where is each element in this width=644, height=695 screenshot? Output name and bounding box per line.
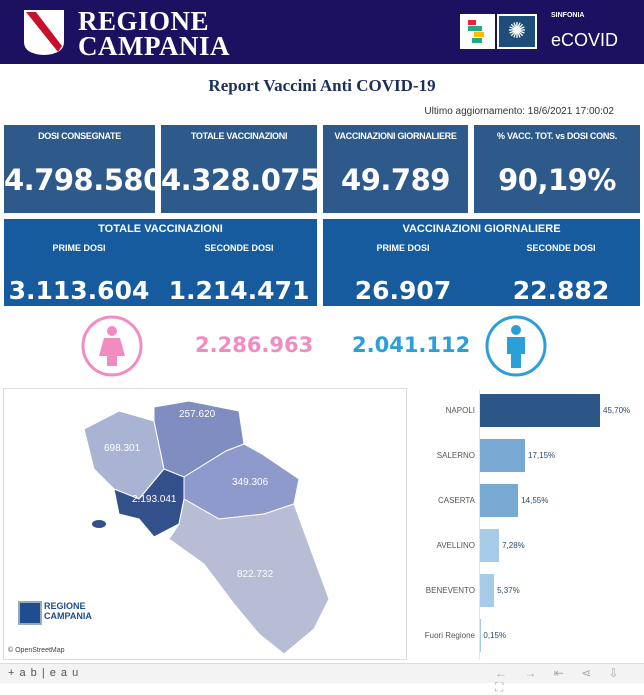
- bar-label: AVELLINO: [400, 541, 475, 550]
- female-icon: [80, 314, 144, 378]
- kpi-percentuale: % VACC. TOT. vs DOSI CONS.90,19%: [474, 125, 640, 213]
- region-crest-icon: [22, 8, 66, 56]
- bar-label: NAPOLI: [400, 406, 475, 415]
- bar-value-label: 17,15%: [528, 451, 555, 460]
- bar-label: Fuori Regione: [400, 631, 475, 640]
- map-label-napoli: 2.193.041: [132, 494, 177, 505]
- map-label-benevento: 257.620: [179, 409, 215, 420]
- toolbar-buttons: ← → ⇤ ⋖ ⇩ ⛶: [495, 666, 644, 695]
- bar-caserta[interactable]: [480, 484, 518, 517]
- map-label-salerno: 822.732: [237, 569, 273, 580]
- bar-label: BENEVENTO: [400, 586, 475, 595]
- share-button[interactable]: ⋖: [581, 666, 591, 680]
- bar-value-label: 0,15%: [483, 631, 506, 640]
- app-name: eCOVID: [551, 30, 618, 51]
- bar-benevento[interactable]: [480, 574, 494, 607]
- map-attribution[interactable]: © OpenStreetMap: [8, 647, 65, 654]
- bar-salerno[interactable]: [480, 439, 525, 472]
- redo-button[interactable]: →: [524, 666, 536, 680]
- virus-icon: ✺: [497, 14, 537, 49]
- map-label-avellino: 349.306: [232, 477, 268, 488]
- bar-avellino[interactable]: [480, 529, 499, 562]
- tableau-logo[interactable]: + a b | e a u: [8, 667, 79, 679]
- fullscreen-button[interactable]: ⛶: [495, 680, 503, 694]
- bar-value-label: 45,70%: [603, 406, 630, 415]
- app-small-label: SINFONIA: [551, 12, 584, 19]
- bar-value-label: 14,55%: [521, 496, 548, 505]
- bar-value-label: 5,37%: [497, 586, 520, 595]
- male-count: 2.041.112: [352, 333, 470, 357]
- bar-napoli[interactable]: [480, 394, 600, 427]
- bar-label: SALERNO: [400, 451, 475, 460]
- bar-label: CASERTA: [400, 496, 475, 505]
- revert-button[interactable]: ⇤: [554, 666, 564, 680]
- tableau-toolbar: + a b | e a u ← → ⇤ ⋖ ⇩ ⛶: [0, 663, 644, 683]
- female-count: 2.286.963: [195, 333, 313, 357]
- page-title: Report Vaccini Anti COVID-19: [0, 76, 644, 96]
- male-icon: [484, 314, 548, 378]
- undo-button[interactable]: ←: [495, 666, 507, 680]
- region-logo-icon: [18, 601, 42, 625]
- bar-value-label: 7,28%: [502, 541, 525, 550]
- map-label-caserta: 698.301: [104, 443, 140, 454]
- download-button[interactable]: ⇩: [609, 666, 619, 680]
- last-update: Ultimo aggiornamento: 18/6/2021 17:00:02: [424, 106, 614, 117]
- map-panel[interactable]: 698.301 257.620 349.306 2.193.041 822.73…: [3, 388, 407, 660]
- sinfonia-logo: [460, 14, 495, 49]
